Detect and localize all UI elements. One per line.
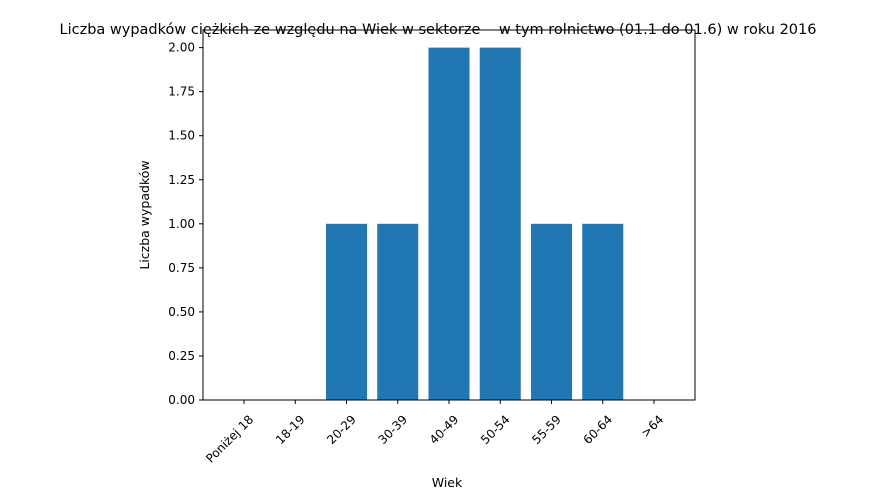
bar-5: [479, 47, 521, 401]
plot-frame: [202, 29, 696, 401]
y-tick-label: 1.75: [168, 85, 195, 99]
bar-4: [428, 47, 470, 401]
x-axis-label: Wiek: [432, 475, 463, 490]
bar-3: [377, 223, 419, 400]
y-tick-label: 1.50: [168, 129, 195, 143]
x-axis-ticks: Poniżej 18 18-19 20-29 30-39 40-49 50-54 55-59…: [203, 400, 666, 466]
y-tick-label: 0.50: [168, 305, 195, 319]
bar-7: [582, 223, 624, 400]
y-tick-label: 0.00: [168, 393, 195, 407]
y-tick-label: 1.00: [168, 217, 195, 231]
x-tick-label: 40-49: [427, 412, 462, 447]
x-tick-label: 50-54: [478, 412, 513, 447]
y-tick-label: 1.25: [168, 173, 195, 187]
x-tick-label: Poniżej 18: [203, 412, 256, 465]
x-tick-label: 20-29: [324, 412, 359, 447]
bars-group: [326, 47, 624, 401]
x-tick-label: 18-19: [273, 412, 308, 447]
y-axis-label: Liczba wypadków: [137, 160, 152, 269]
x-tick-label: 60-64: [581, 412, 616, 447]
y-tick-label: 0.75: [168, 261, 195, 275]
x-tick-label: 30-39: [376, 412, 411, 447]
y-tick-label: 0.25: [168, 349, 195, 363]
bar-6: [531, 223, 572, 400]
y-tick-label: 2.00: [168, 41, 195, 55]
x-tick-label: 55-59: [529, 412, 564, 447]
x-tick-label: >64: [639, 412, 667, 440]
y-axis-ticks: 0.00 0.25 0.50 0.75 1.00 1.25 1.50 1.75 2.00: [168, 41, 203, 407]
bar-2: [326, 223, 367, 400]
